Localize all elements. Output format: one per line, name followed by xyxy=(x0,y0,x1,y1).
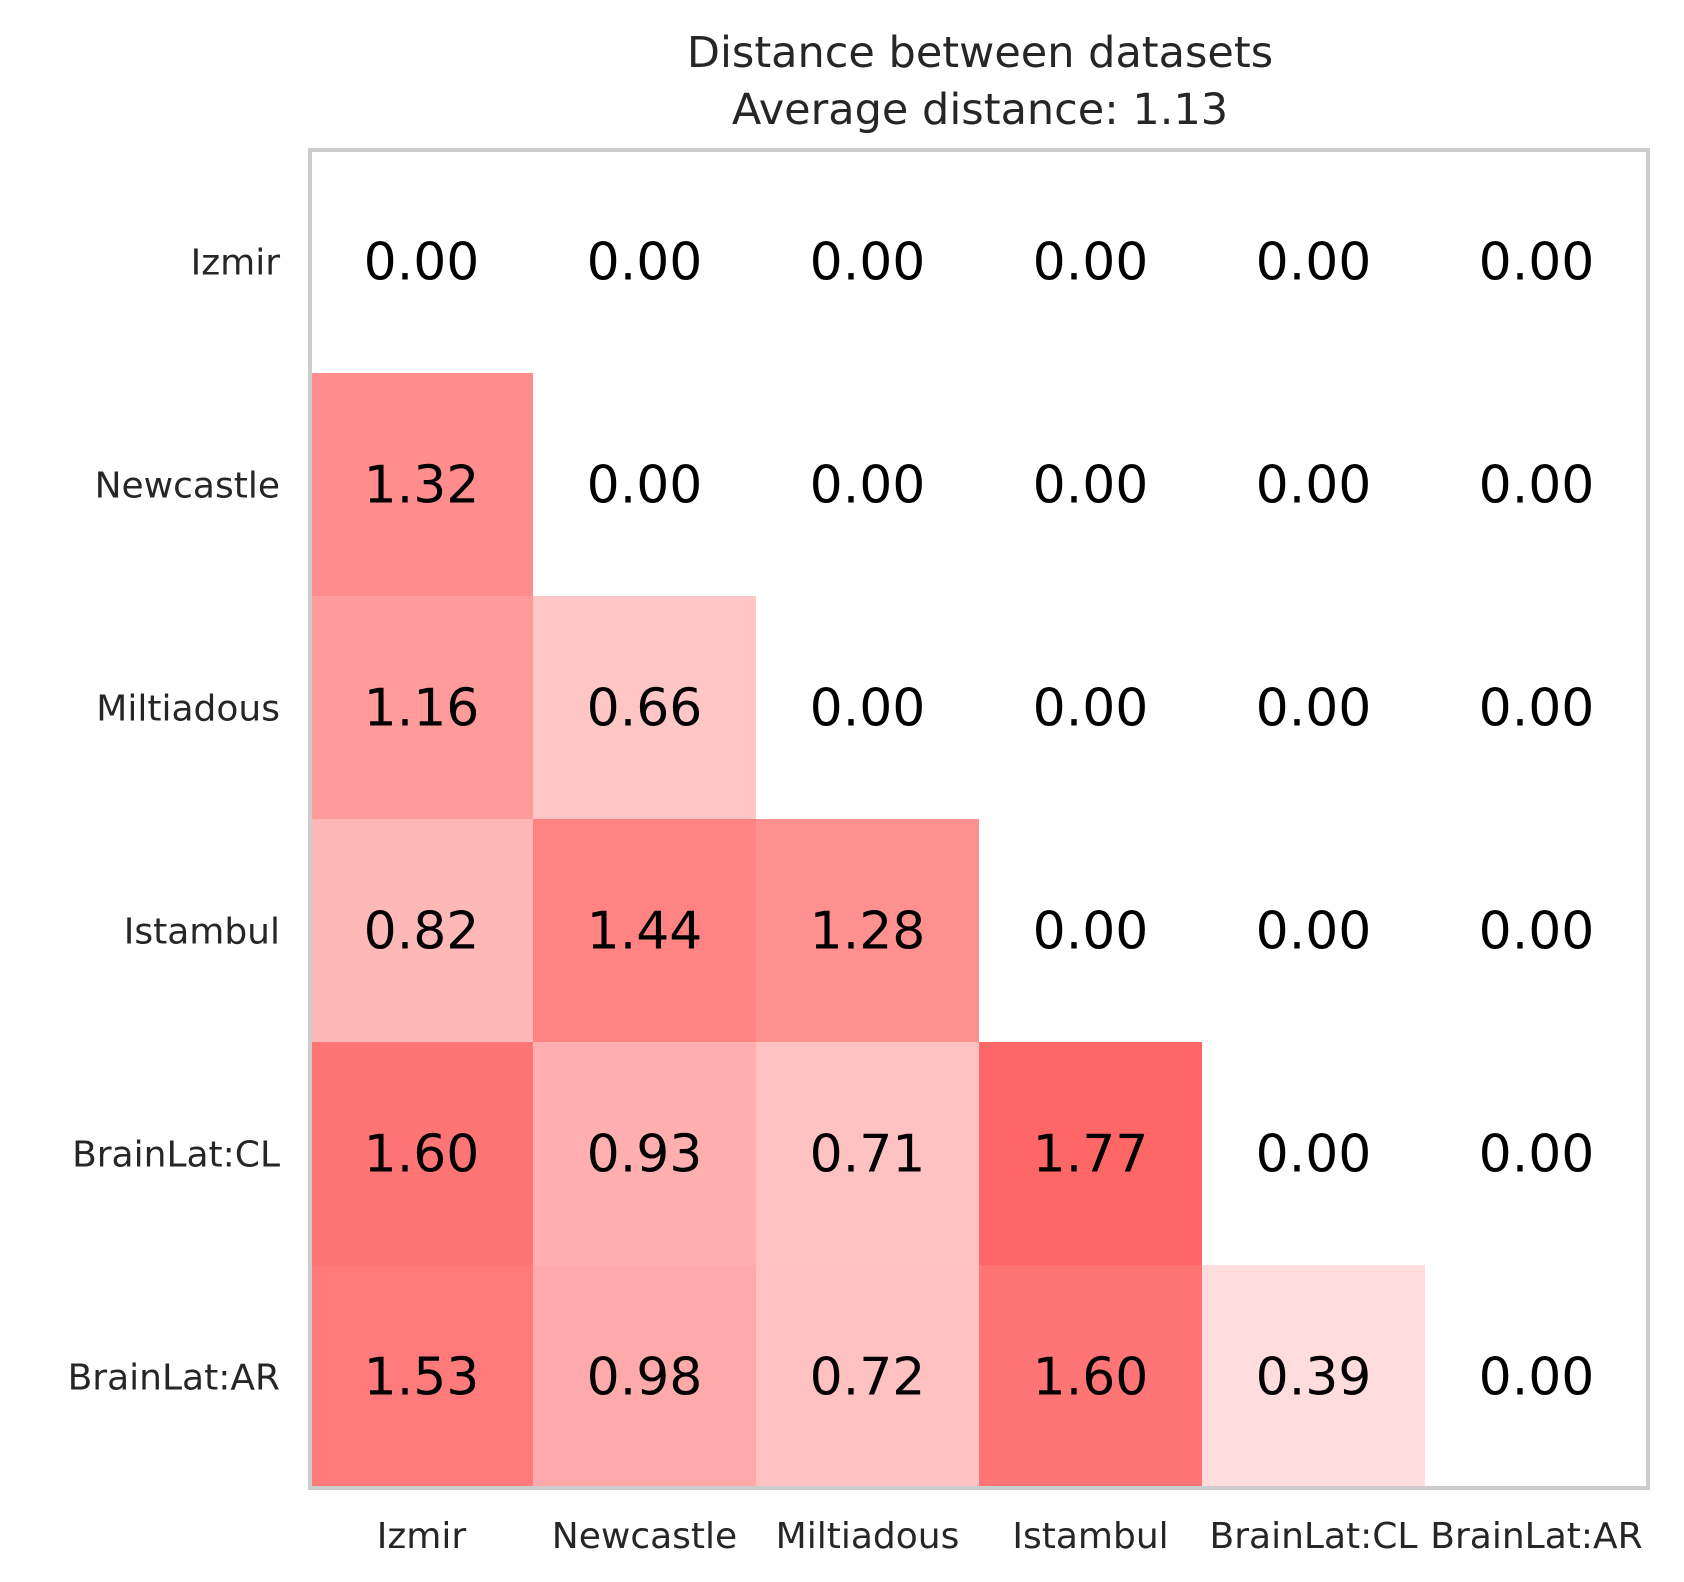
y-tick-label: Izmir xyxy=(191,243,281,284)
heatmap-cell xyxy=(310,819,533,1042)
x-tick-label: Izmir xyxy=(377,1516,467,1557)
heatmap-cell xyxy=(979,1042,1202,1265)
heatmap-cell xyxy=(1202,1265,1425,1488)
cell-value-label: 0.71 xyxy=(810,1125,926,1185)
x-tick-label: BrainLat:CL xyxy=(1210,1516,1418,1557)
cell-value-label: 0.98 xyxy=(587,1348,703,1408)
heatmap-cell xyxy=(310,373,533,596)
heatmap-cell xyxy=(979,1265,1202,1488)
cell-value-label: 1.77 xyxy=(1033,1125,1149,1185)
cell-value-label: 1.60 xyxy=(364,1125,480,1185)
heatmap-cell xyxy=(756,596,979,819)
heatmap-cell xyxy=(533,1265,756,1488)
cell-value-label: 0.72 xyxy=(810,1348,926,1408)
cell-value-label: 1.44 xyxy=(587,902,703,962)
y-tick-label: BrainLat:AR xyxy=(68,1358,280,1399)
x-tick-label: Miltiadous xyxy=(776,1516,960,1557)
y-tick-label: Miltiadous xyxy=(96,689,280,730)
heatmap-cell xyxy=(533,596,756,819)
cell-value-label: 0.00 xyxy=(810,679,926,739)
y-tick-label: BrainLat:CL xyxy=(72,1135,280,1176)
heatmap-cell xyxy=(310,596,533,819)
heatmap-cell xyxy=(756,373,979,596)
heatmap-cell xyxy=(1202,596,1425,819)
cell-value-label: 0.00 xyxy=(1479,679,1595,739)
cell-value-label: 0.00 xyxy=(364,233,480,293)
cell-value-label: 0.39 xyxy=(1256,1348,1372,1408)
chart-subtitle: Average distance: 1.13 xyxy=(732,85,1228,135)
cell-value-label: 0.00 xyxy=(1033,456,1149,516)
chart-title: Distance between datasets xyxy=(687,28,1273,78)
heatmap-cell xyxy=(1425,373,1648,596)
cell-value-label: 0.00 xyxy=(1033,233,1149,293)
heatmap-cell xyxy=(1425,1042,1648,1265)
heatmap-cell xyxy=(1425,1265,1648,1488)
heatmap-cell xyxy=(1425,150,1648,373)
heatmap-cell-labels: 0.00 0.00 0.00 0.00 0.00 0.00 1.32 0.00 0.00 0.00… xyxy=(364,233,1595,1408)
cell-value-label: 0.00 xyxy=(1256,456,1372,516)
cell-value-label: 0.00 xyxy=(1256,679,1372,739)
heatmap-cells xyxy=(310,150,1648,1488)
cell-value-label: 1.60 xyxy=(1033,1348,1149,1408)
cell-value-label: 1.53 xyxy=(364,1348,480,1408)
y-tick-label: Newcastle xyxy=(95,466,280,507)
heatmap-cell xyxy=(979,819,1202,1042)
cell-value-label: 1.28 xyxy=(810,902,926,962)
y-axis-tick-labels: Izmir Newcastle Miltiadous Istambul BrainLat… xyxy=(68,243,281,1399)
heatmap-cell xyxy=(533,819,756,1042)
cell-value-label: 0.00 xyxy=(810,456,926,516)
heatmap-cell xyxy=(533,150,756,373)
cell-value-label: 0.00 xyxy=(810,233,926,293)
cell-value-label: 0.00 xyxy=(1033,679,1149,739)
heatmap-cell xyxy=(1202,1042,1425,1265)
cell-value-label: 0.00 xyxy=(1479,1125,1595,1185)
heatmap-cell xyxy=(310,1042,533,1265)
cell-value-label: 0.93 xyxy=(587,1125,703,1185)
cell-value-label: 1.16 xyxy=(364,679,480,739)
heatmap-cell xyxy=(979,596,1202,819)
cell-value-label: 0.00 xyxy=(1256,1125,1372,1185)
heatmap-cell xyxy=(1425,596,1648,819)
heatmap-cell xyxy=(310,1265,533,1488)
cell-value-label: 0.00 xyxy=(1479,1348,1595,1408)
cell-value-label: 0.00 xyxy=(1033,902,1149,962)
plot-frame xyxy=(308,148,1650,1490)
cell-value-label: 1.32 xyxy=(364,456,480,516)
heatmap-cell xyxy=(756,819,979,1042)
x-tick-label: BrainLat:AR xyxy=(1430,1516,1642,1557)
heatmap-cell xyxy=(756,1042,979,1265)
heatmap-cell xyxy=(1425,819,1648,1042)
cell-value-label: 0.00 xyxy=(1479,456,1595,516)
cell-value-label: 0.00 xyxy=(1479,233,1595,293)
cell-value-label: 0.00 xyxy=(1479,902,1595,962)
heatmap-cell xyxy=(310,150,533,373)
x-tick-label: Istambul xyxy=(1012,1516,1168,1557)
heatmap-cell xyxy=(1202,819,1425,1042)
cell-value-label: 0.00 xyxy=(1256,902,1372,962)
heatmap-cell xyxy=(979,373,1202,596)
heatmap-cell xyxy=(979,150,1202,373)
x-tick-label: Newcastle xyxy=(552,1516,737,1557)
cell-value-label: 0.00 xyxy=(1256,233,1372,293)
heatmap-cell xyxy=(533,373,756,596)
heatmap-cell xyxy=(533,1042,756,1265)
cell-value-label: 0.66 xyxy=(587,679,703,739)
heatmap-cell xyxy=(756,150,979,373)
cell-value-label: 0.82 xyxy=(364,902,480,962)
heatmap-cell xyxy=(756,1265,979,1488)
cell-value-label: 0.00 xyxy=(587,456,703,516)
x-axis-tick-labels: Izmir Newcastle Miltiadous Istambul BrainLat… xyxy=(377,1516,1643,1557)
y-tick-label: Istambul xyxy=(124,912,280,953)
heatmap-cell xyxy=(1202,150,1425,373)
cell-value-label: 0.00 xyxy=(587,233,703,293)
heatmap-cell xyxy=(1202,373,1425,596)
